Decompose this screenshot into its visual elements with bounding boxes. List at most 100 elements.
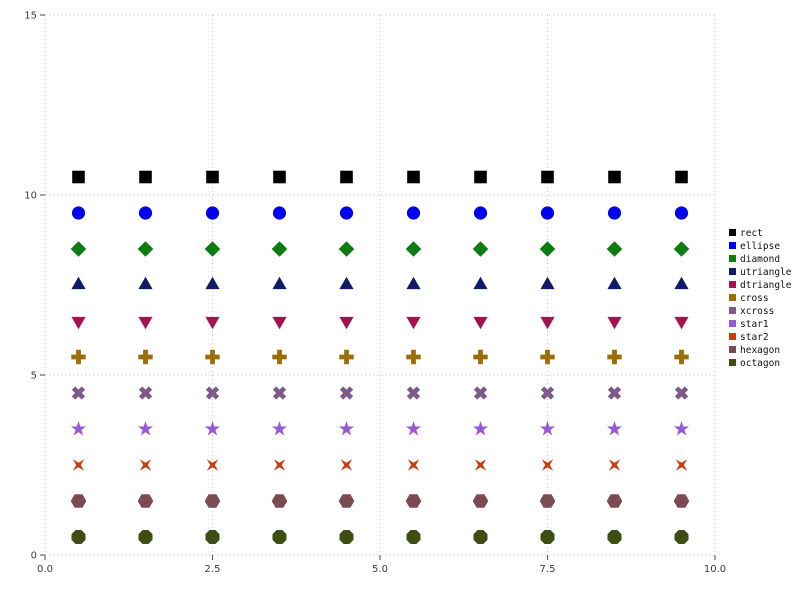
marker-utriangle — [205, 276, 220, 290]
marker-cross — [138, 349, 153, 365]
x-tick-label: 2.5 — [205, 564, 221, 575]
marker-octagon — [607, 530, 622, 544]
marker-star2 — [273, 459, 286, 471]
marker-star2 — [72, 459, 85, 471]
marker-ellipse — [473, 206, 488, 220]
legend-label: rect — [740, 228, 763, 239]
marker-star2 — [675, 459, 688, 471]
marker-cross — [339, 349, 354, 365]
marker-rect — [206, 170, 219, 184]
legend-swatch — [729, 242, 736, 249]
marker-octagon — [473, 530, 488, 544]
marker-hexagon — [539, 494, 556, 508]
legend-item-diamond: diamond — [729, 254, 780, 265]
marker-utriangle — [138, 276, 153, 290]
marker-diamond — [405, 241, 422, 257]
legend-label: dtriangle — [740, 280, 792, 291]
marker-utriangle — [540, 276, 555, 290]
marker-cross — [607, 349, 622, 365]
marker-star2 — [340, 459, 353, 471]
marker-hexagon — [338, 494, 355, 508]
legend-label: xcross — [740, 306, 774, 317]
legend-label: star1 — [740, 319, 769, 330]
marker-ellipse — [138, 206, 153, 220]
marker-ellipse — [272, 206, 287, 220]
marker-xcross — [71, 386, 86, 400]
marker-star1 — [70, 421, 87, 436]
marker-octagon — [339, 530, 354, 544]
y-tick-label: 5 — [31, 371, 37, 382]
y-tick-label: 15 — [24, 11, 37, 22]
marker-cross — [272, 349, 287, 365]
legend-item-utriangle: utriangle — [729, 267, 792, 278]
marker-hexagon — [271, 494, 288, 508]
legend-item-hexagon: hexagon — [729, 345, 780, 356]
marker-diamond — [338, 241, 355, 257]
marker-hexagon — [472, 494, 489, 508]
series-hexagon — [70, 494, 690, 508]
legend: rect ellipse diamond utriangle dtriangle cros… — [729, 228, 792, 369]
marker-star2 — [474, 459, 487, 471]
marker-star1 — [673, 421, 690, 436]
marker-cross — [473, 349, 488, 365]
legend-swatch — [729, 359, 736, 366]
marker-utriangle — [339, 276, 354, 290]
marker-utriangle — [674, 276, 689, 290]
marker-octagon — [406, 530, 421, 544]
marker-hexagon — [606, 494, 623, 508]
marker-rect — [541, 170, 554, 184]
legend-swatch — [729, 255, 736, 262]
marker-dtriangle — [71, 316, 86, 330]
marker-diamond — [539, 241, 556, 257]
marker-star1 — [204, 421, 221, 436]
legend-swatch — [729, 281, 736, 288]
marker-xcross — [339, 386, 354, 400]
marker-star2 — [206, 459, 219, 471]
marker-diamond — [204, 241, 221, 257]
legend-swatch — [729, 268, 736, 275]
legend-item-octagon: octagon — [729, 358, 780, 369]
marker-rect — [72, 170, 85, 184]
marker-cross — [674, 349, 689, 365]
marker-octagon — [272, 530, 287, 544]
marker-hexagon — [204, 494, 221, 508]
marker-star1 — [539, 421, 556, 436]
marker-utriangle — [272, 276, 287, 290]
legend-swatch — [729, 333, 736, 340]
marker-ellipse — [339, 206, 354, 220]
marker-octagon — [674, 530, 689, 544]
marker-octagon — [138, 530, 153, 544]
marker-star2 — [541, 459, 554, 471]
marker-octagon — [205, 530, 220, 544]
legend-label: octagon — [740, 358, 780, 369]
x-tick-label: 5.0 — [372, 564, 388, 575]
marker-diamond — [673, 241, 690, 257]
marker-diamond — [137, 241, 154, 257]
marker-hexagon — [405, 494, 422, 508]
marker-diamond — [70, 241, 87, 257]
legend-swatch — [729, 346, 736, 353]
marker-star1 — [271, 421, 288, 436]
marker-dtriangle — [540, 316, 555, 330]
marker-utriangle — [607, 276, 622, 290]
marker-octagon — [540, 530, 555, 544]
marker-dtriangle — [473, 316, 488, 330]
marker-dtriangle — [205, 316, 220, 330]
legend-swatch — [729, 307, 736, 314]
marker-xcross — [205, 386, 220, 400]
legend-label: utriangle — [740, 267, 792, 278]
series-utriangle — [71, 276, 689, 290]
x-tick-label: 10.0 — [704, 564, 726, 575]
marker-star2 — [608, 459, 621, 471]
marker-dtriangle — [607, 316, 622, 330]
marker-star1 — [472, 421, 489, 436]
legend-item-ellipse: ellipse — [729, 241, 780, 252]
marker-octagon — [71, 530, 86, 544]
legend-label: ellipse — [740, 241, 780, 252]
marker-cross — [71, 349, 86, 365]
marker-diamond — [271, 241, 288, 257]
marker-diamond — [472, 241, 489, 257]
marker-ellipse — [674, 206, 689, 220]
